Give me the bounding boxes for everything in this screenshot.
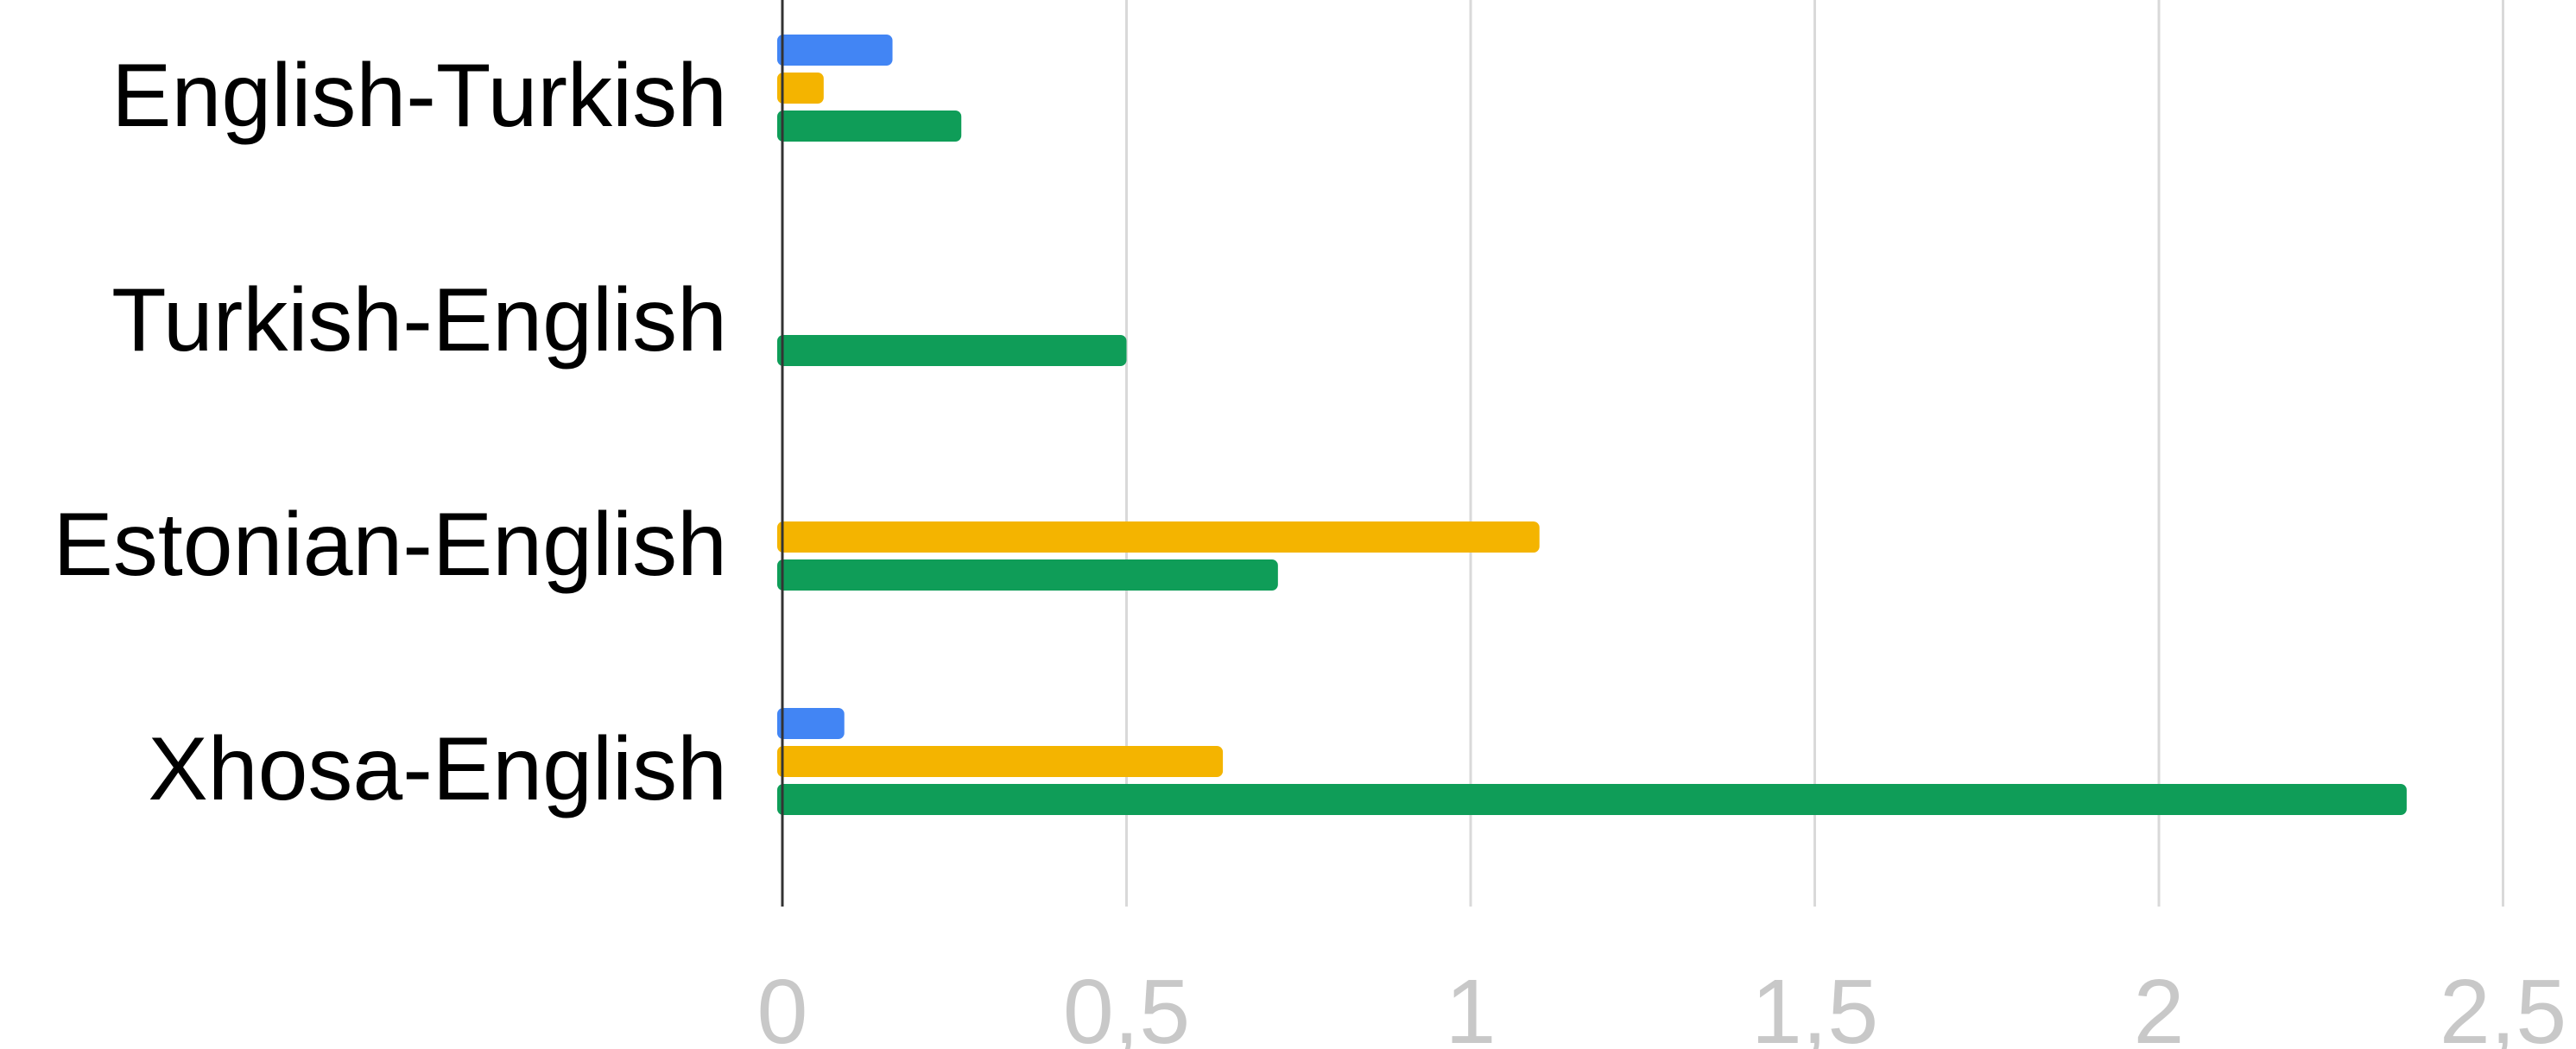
x-tick-label: 0,5 xyxy=(1063,961,1190,1049)
category-label: Turkish-English xyxy=(111,270,727,370)
x-tick-label: 2 xyxy=(2134,961,2185,1049)
bar xyxy=(777,559,1278,591)
category-label: Estonian-English xyxy=(54,495,727,595)
x-tick-label: 1,5 xyxy=(1751,961,1878,1049)
x-tick-label: 2,5 xyxy=(2440,961,2567,1049)
category-label: Xhosa-English xyxy=(148,719,727,819)
bar xyxy=(777,784,2407,815)
x-tick-label: 1 xyxy=(1446,961,1497,1049)
bar xyxy=(777,746,1224,777)
x-tick-label: 0 xyxy=(757,961,808,1049)
category-label: English-Turkish xyxy=(111,46,727,146)
bar xyxy=(777,335,1127,366)
grid-layer xyxy=(1125,0,2504,907)
bars-layer xyxy=(777,35,2407,815)
bar xyxy=(777,521,1540,553)
bar xyxy=(777,111,962,142)
bar xyxy=(777,35,893,66)
bar xyxy=(777,708,845,739)
bar xyxy=(777,73,824,104)
labels-layer: 0 0,5 1 1,5 2 2,5 English-Turkish Turkish-Engli… xyxy=(54,46,2567,1049)
